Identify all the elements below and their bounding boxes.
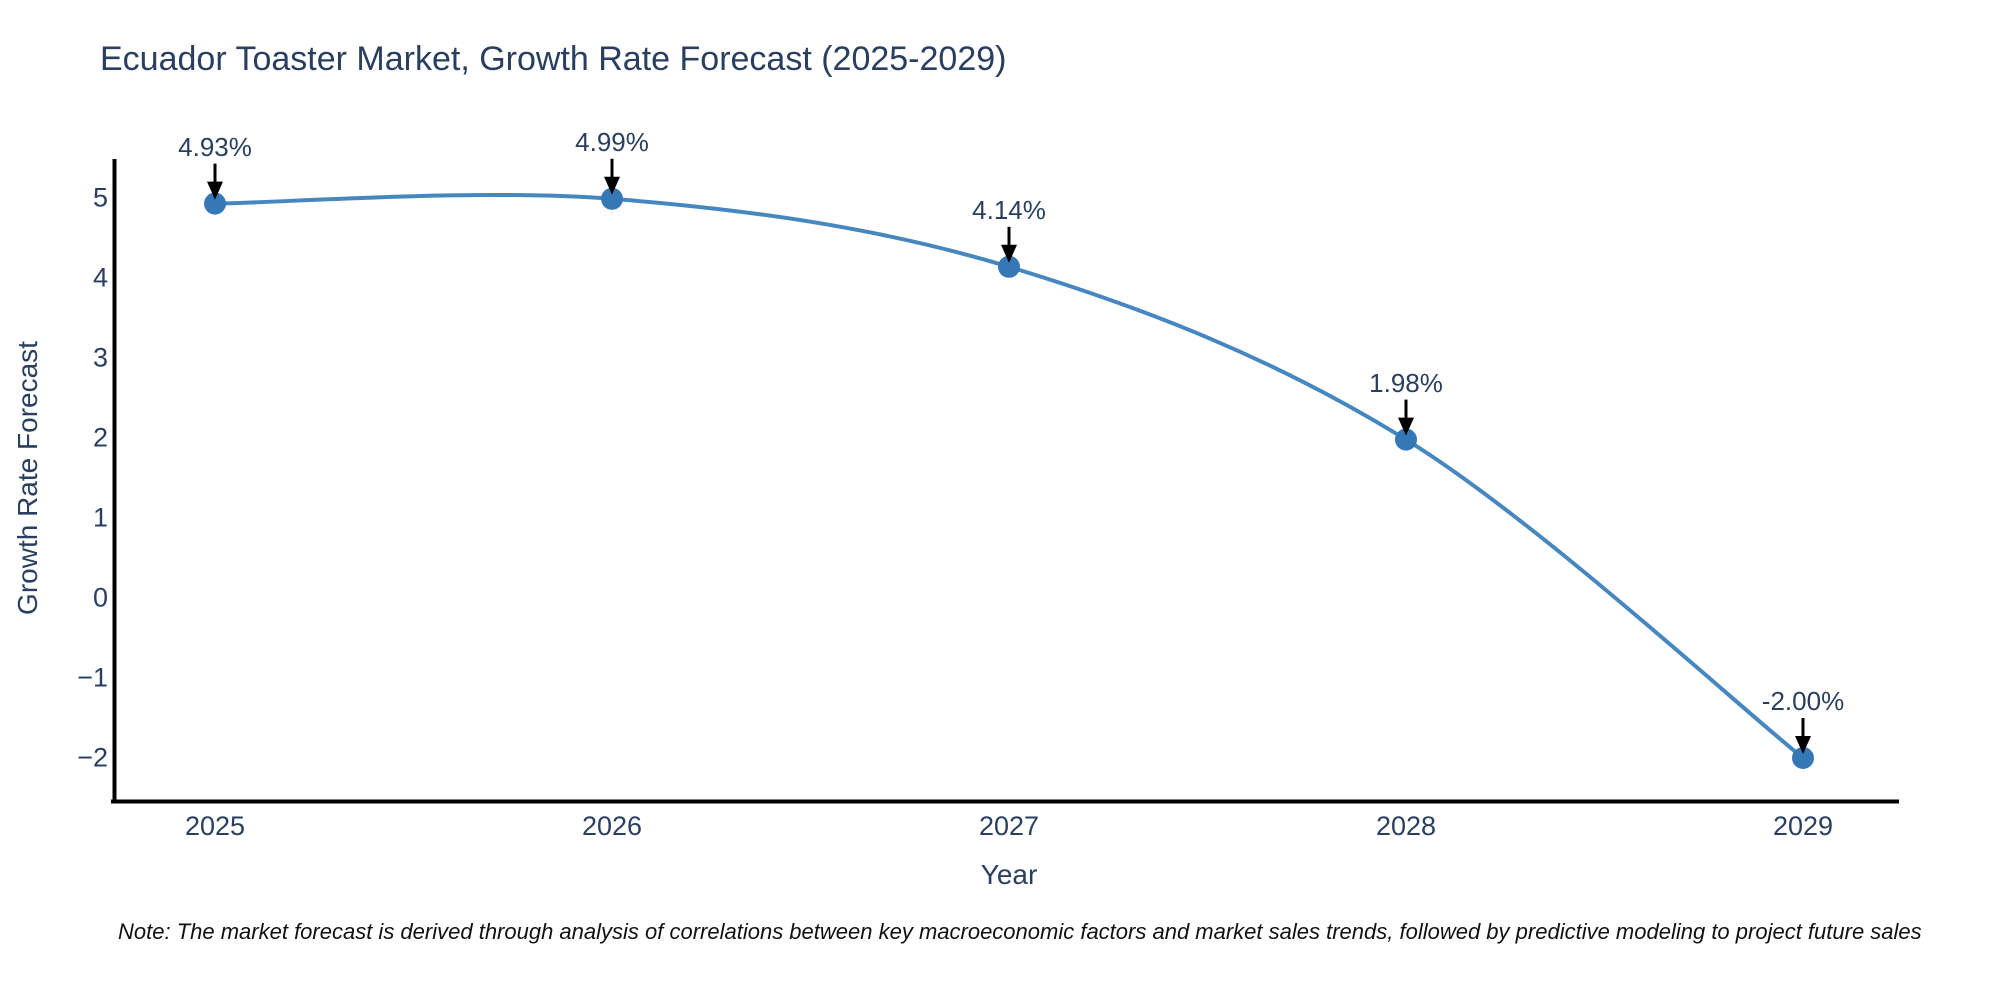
y-tick-label: 4 <box>92 262 108 293</box>
annotation-arrowhead-icon <box>1001 244 1017 263</box>
annotation-arrowhead-icon <box>604 176 620 195</box>
chart-title: Ecuador Toaster Market, Growth Rate Fore… <box>100 40 1007 78</box>
data-point-marker <box>1395 428 1417 451</box>
x-axis-title: Year <box>980 859 1038 890</box>
annotation-label: 1.98% <box>1369 367 1443 398</box>
annotation-label: -2.00% <box>1761 686 1845 716</box>
x-tick-label: 2028 <box>1375 811 1437 841</box>
x-tick-label: 2029 <box>1772 811 1834 841</box>
y-tick-label: −1 <box>77 662 108 693</box>
x-tick-label: 2027 <box>978 811 1040 841</box>
data-point-marker <box>1792 747 1814 769</box>
x-tick-label: 2026 <box>581 811 643 841</box>
y-tick-label: −2 <box>77 742 108 773</box>
y-tick-label: 0 <box>92 582 108 613</box>
y-axis-title: Growth Rate Forecast <box>12 341 43 615</box>
annotation-arrowhead-icon <box>1398 417 1414 436</box>
note-text: Note: The market forecast is derived thr… <box>118 919 1922 944</box>
data-point-marker <box>998 255 1020 278</box>
y-tick-label: 3 <box>92 342 108 373</box>
annotation-label: 4.93% <box>178 131 252 162</box>
x-tick-label: 2025 <box>184 811 246 841</box>
annotation-arrowhead-icon <box>207 181 223 200</box>
forecast-line <box>213 192 1805 760</box>
annotation-label: 4.99% <box>575 126 649 157</box>
data-point-marker <box>204 192 226 215</box>
y-tick-label: 2 <box>92 422 108 453</box>
annotation-arrowhead-icon <box>1795 736 1811 754</box>
y-tick-label: 1 <box>92 502 108 533</box>
y-tick-label: 5 <box>92 182 108 213</box>
annotation-label: 4.14% <box>972 194 1046 225</box>
data-point-marker <box>601 187 623 210</box>
